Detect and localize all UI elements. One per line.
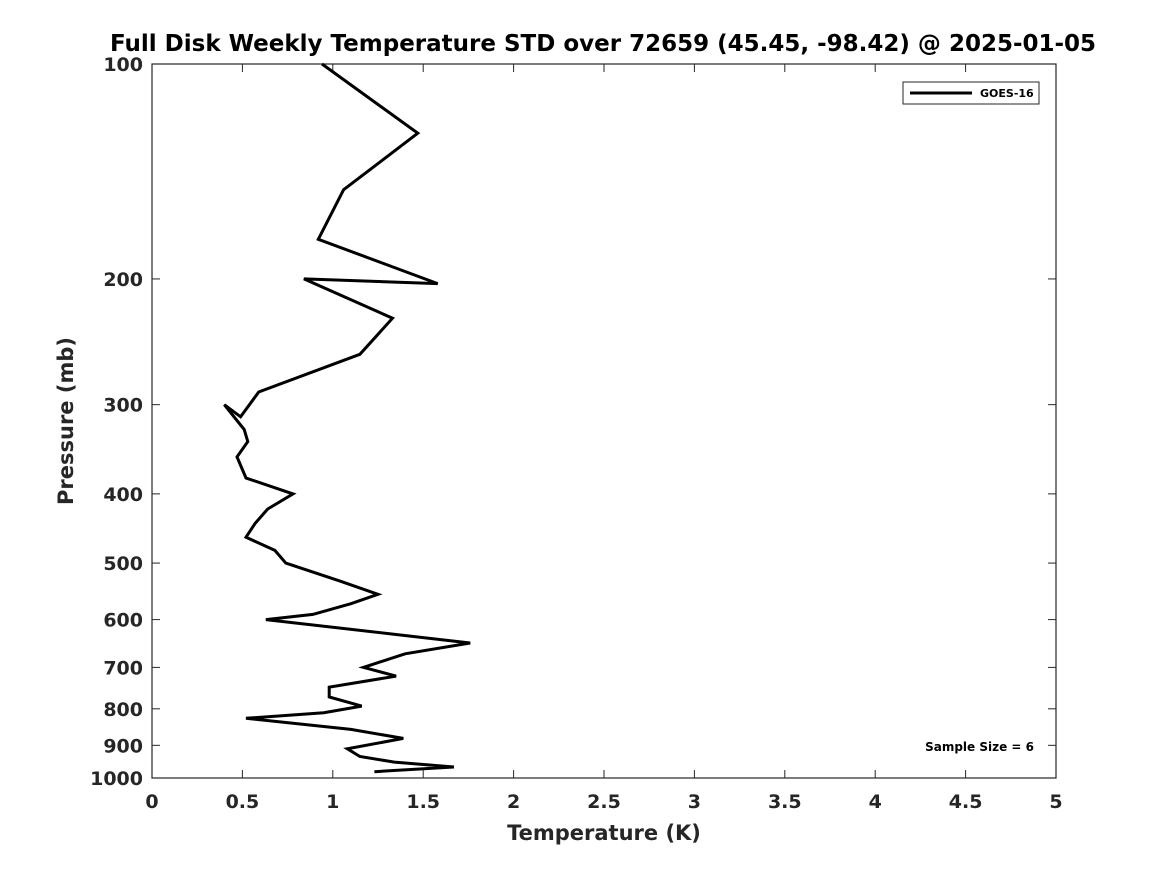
x-tick-label: 5 <box>1049 791 1062 813</box>
y-tick-label: 1000 <box>90 768 143 790</box>
x-tick-label: 3 <box>688 791 701 813</box>
series-layer <box>223 62 471 774</box>
y-axis: 100 200 300 400 500 600 700 800 900 1000 <box>90 54 1056 790</box>
x-axis-label: Temperature (K) <box>507 821 701 845</box>
sample-size-annotation: Sample Size = 6 <box>925 740 1034 754</box>
y-tick-label: 800 <box>103 699 143 721</box>
x-tick-label: 0.5 <box>226 791 260 813</box>
y-tick-label: 200 <box>103 269 143 291</box>
y-tick-label: 400 <box>103 484 143 506</box>
y-axis-label: Pressure (mb) <box>54 337 78 505</box>
y-tick-label: 500 <box>103 553 143 575</box>
x-tick-label: 1 <box>326 791 339 813</box>
y-tick-label: 300 <box>103 395 143 417</box>
plot-area <box>151 63 1057 779</box>
x-tick-label: 4.5 <box>949 791 983 813</box>
legend: GOES-16 <box>902 81 1040 105</box>
y-tick-label: 700 <box>103 657 143 679</box>
x-tick-label: 2.5 <box>587 791 621 813</box>
chart-title: Full Disk Weekly Temperature STD over 72… <box>110 31 1096 57</box>
x-tick-label: 1.5 <box>406 791 440 813</box>
x-tick-label: 4 <box>869 791 882 813</box>
x-tick-label: 2 <box>507 791 520 813</box>
x-axis: 0 0.5 1 1.5 2 2.5 3 3.5 4 4.5 5 <box>145 64 1063 813</box>
x-tick-label: 0 <box>145 791 158 813</box>
series-line-goes-16 <box>223 62 471 774</box>
legend-label-goes-16: GOES-16 <box>980 87 1034 100</box>
x-tick-label: 3.5 <box>768 791 802 813</box>
y-tick-label: 900 <box>103 735 143 757</box>
y-tick-label: 600 <box>103 610 143 632</box>
y-tick-label: 100 <box>103 54 143 76</box>
